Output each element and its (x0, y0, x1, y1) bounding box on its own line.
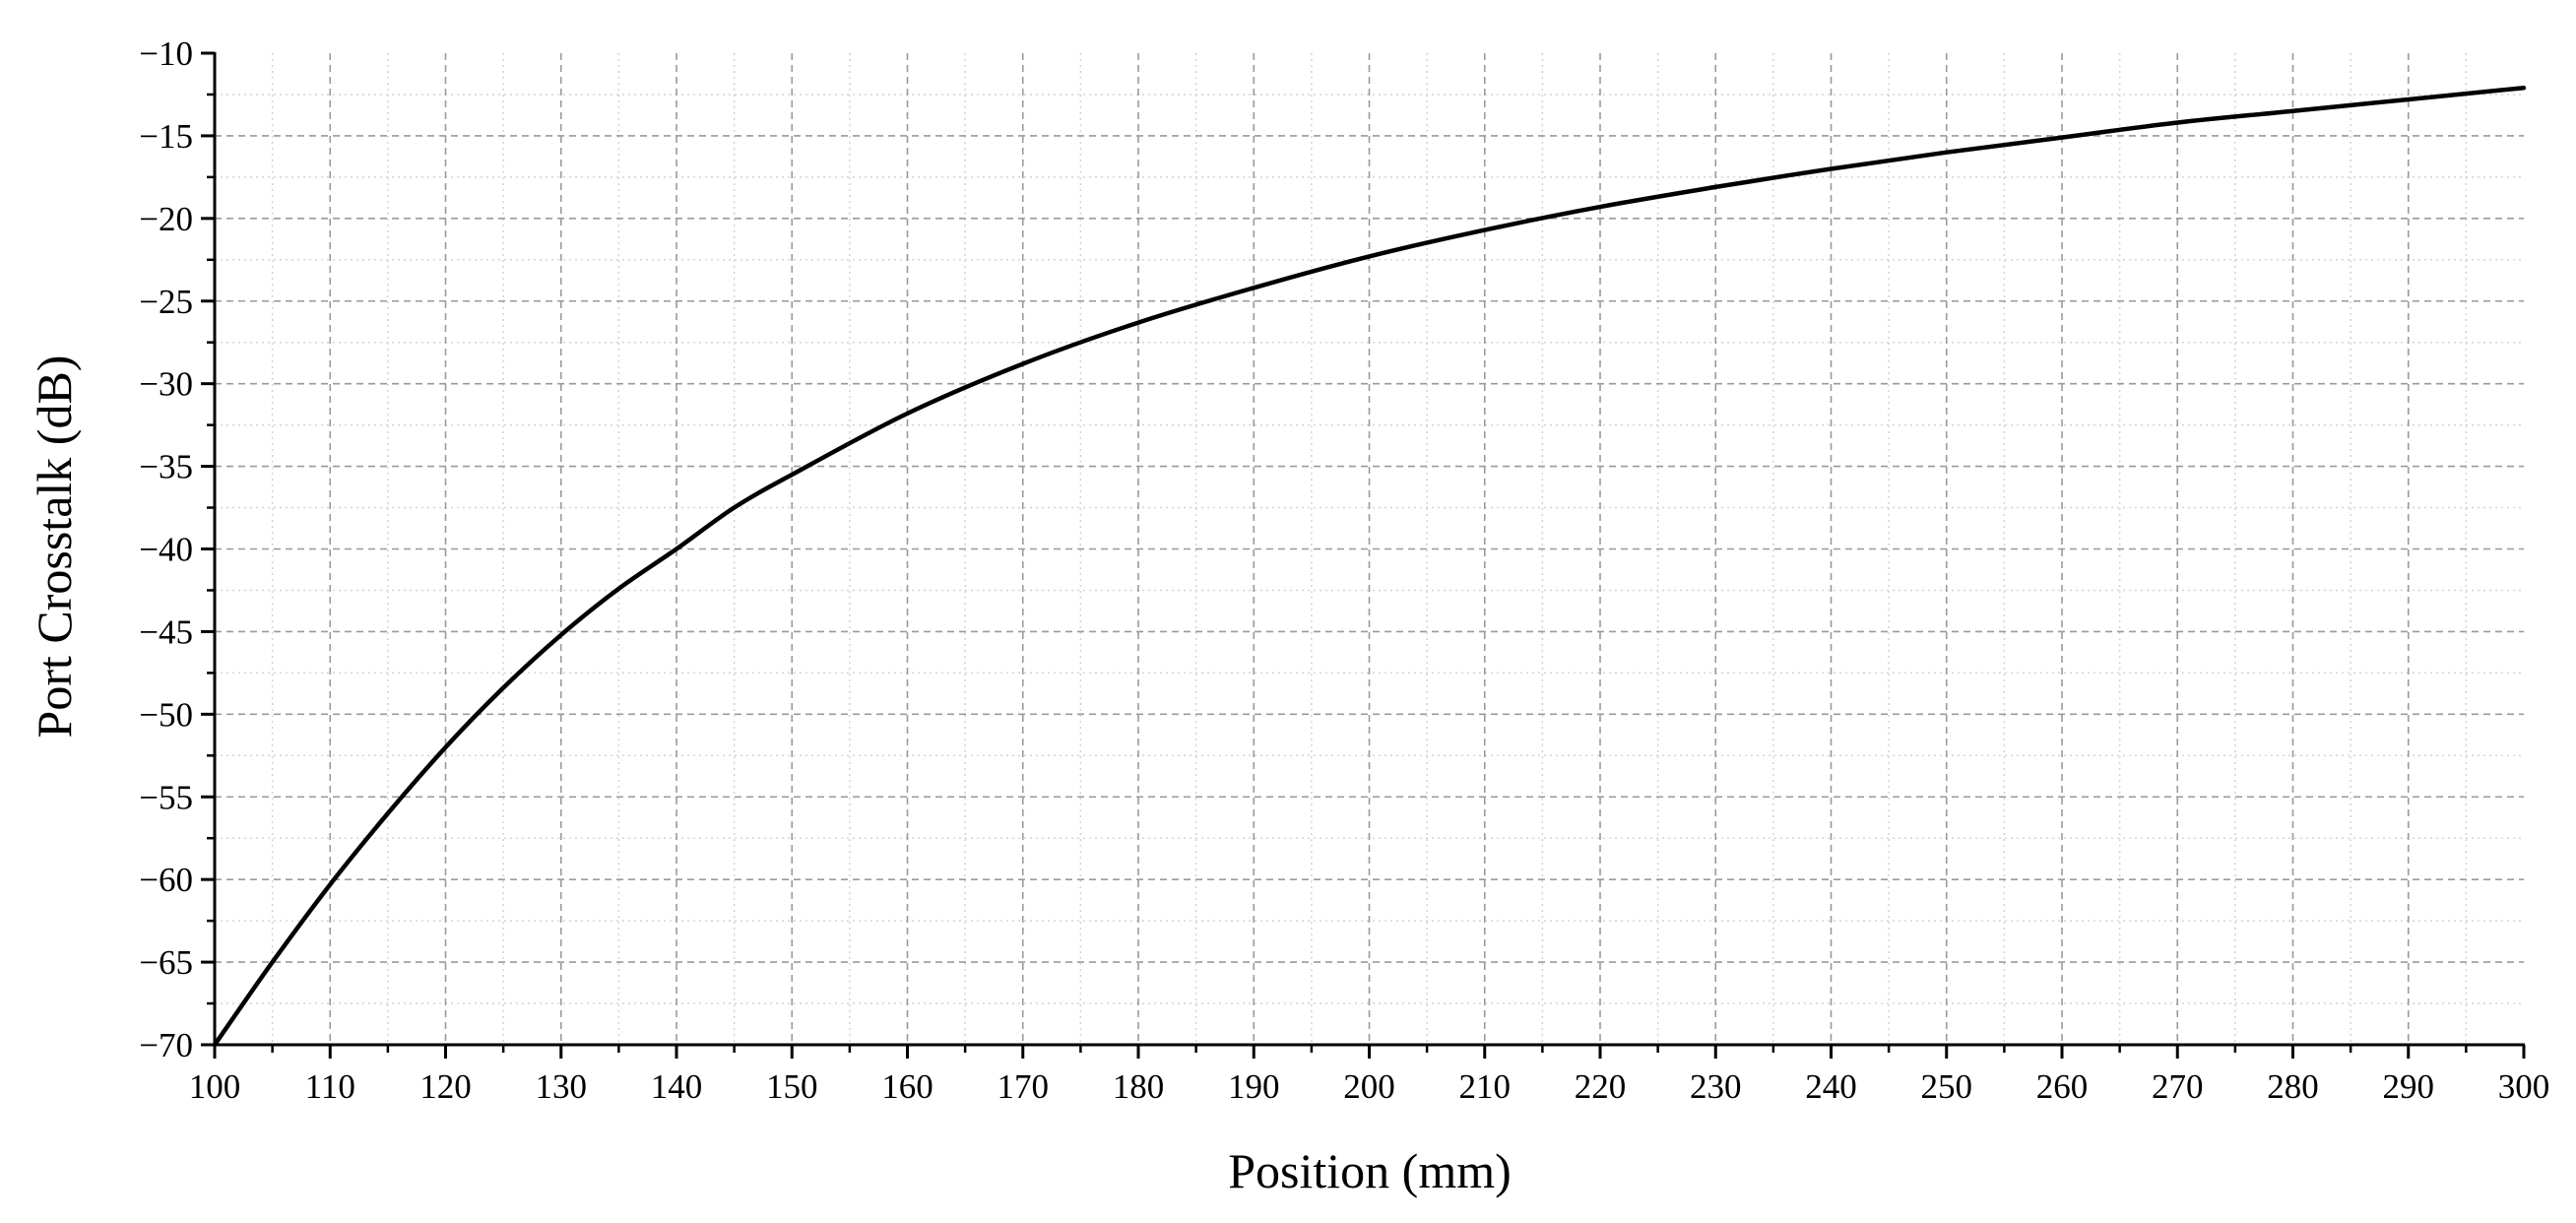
y-tick-label: −20 (139, 200, 193, 238)
y-tick-label: −40 (139, 531, 193, 569)
y-tick-label: −45 (139, 612, 193, 651)
y-tick-label: −60 (139, 861, 193, 899)
series-layer (212, 85, 2527, 1048)
x-tick-label: 220 (1575, 1067, 1627, 1106)
x-axis-title: Position (mm) (1228, 1143, 1512, 1198)
y-tick-label: −30 (139, 365, 193, 404)
x-tick-label: 250 (1921, 1067, 1973, 1106)
y-tick-label: −15 (139, 117, 193, 156)
x-tick-label: 140 (651, 1067, 703, 1106)
y-tick-label: −70 (139, 1026, 193, 1064)
x-axis-ticks: 100 110 120 130 140 150 160 170 180 190 200 210 220 2… (189, 1045, 2550, 1106)
x-tick-label: 150 (766, 1067, 818, 1106)
x-tick-label: 210 (1459, 1067, 1512, 1106)
x-tick-label: 280 (2267, 1067, 2319, 1106)
x-tick-label: 130 (536, 1067, 588, 1106)
x-tick-label: 270 (2152, 1067, 2204, 1106)
minor-grid (215, 53, 2524, 1045)
x-tick-label: 170 (998, 1067, 1050, 1106)
x-tick-label: 260 (2036, 1067, 2089, 1106)
x-tick-label: 190 (1228, 1067, 1280, 1106)
x-tick-label: 200 (1343, 1067, 1395, 1106)
x-tick-label: 230 (1690, 1067, 1742, 1106)
x-tick-label: 110 (305, 1067, 355, 1106)
y-axis-title: Port Crosstalk (dB) (27, 355, 82, 739)
x-tick-label: 180 (1113, 1067, 1165, 1106)
y-tick-label: −55 (139, 778, 193, 816)
x-tick-label: 290 (2383, 1067, 2435, 1106)
y-tick-label: −65 (139, 943, 193, 982)
y-tick-label: −10 (139, 34, 193, 73)
y-axis-ticks: −70 −65 −60 −55 −50 −45 −40 −35 −30 −25 −20 −15 −10 (139, 34, 215, 1064)
y-tick-label: −50 (139, 695, 193, 734)
y-tick-label: −35 (139, 448, 193, 486)
x-tick-label: 120 (419, 1067, 472, 1106)
x-tick-label: 300 (2498, 1067, 2550, 1106)
x-tick-label: 100 (189, 1067, 241, 1106)
x-tick-label: 160 (881, 1067, 934, 1106)
x-tick-label: 240 (1805, 1067, 1857, 1106)
major-grid (215, 53, 2524, 1045)
series-line-0 (212, 85, 2527, 1048)
y-tick-label: −25 (139, 283, 193, 321)
